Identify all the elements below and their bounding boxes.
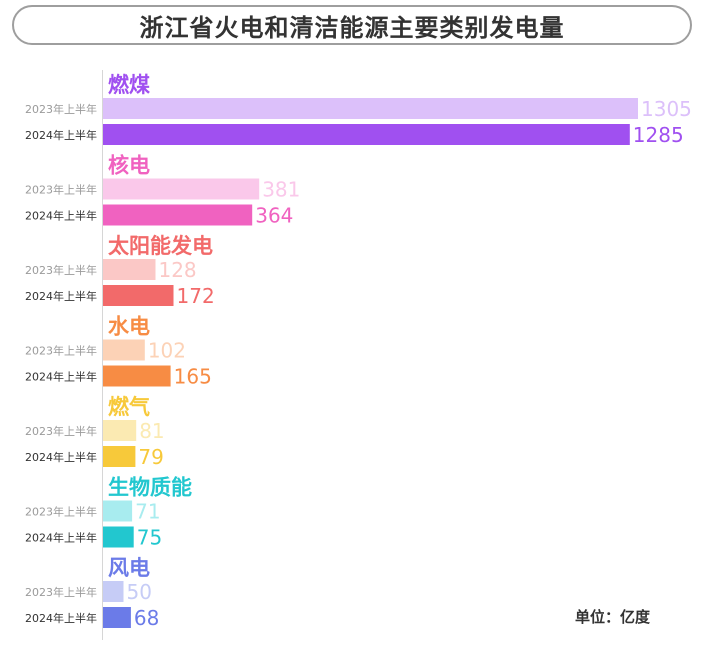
bar (103, 420, 137, 441)
bar (103, 446, 136, 467)
category-label: 燃气 (108, 395, 150, 419)
bar (103, 98, 638, 119)
bar (103, 526, 134, 548)
bar (103, 607, 131, 628)
series-label: 2024年上半年 (25, 370, 97, 384)
value-label: 50 (126, 580, 151, 604)
value-label: 1285 (633, 123, 684, 147)
bar (103, 285, 174, 306)
series-label: 2023年上半年 (25, 344, 97, 358)
chart-title: 浙江省火电和清洁能源主要类别发电量 (12, 5, 692, 45)
value-label: 71 (135, 500, 160, 524)
y-axis-line (102, 70, 103, 640)
bar (103, 178, 260, 200)
category-label: 核电 (108, 154, 150, 178)
value-label: 364 (255, 204, 293, 228)
series-label: 2023年上半年 (25, 102, 97, 116)
series-label: 2024年上半年 (25, 611, 97, 625)
series-label: 2024年上半年 (25, 289, 97, 303)
value-label: 68 (134, 606, 159, 630)
bar (103, 581, 124, 602)
category-label: 燃煤 (108, 73, 150, 97)
series-label: 2023年上半年 (25, 263, 97, 277)
bar (103, 500, 133, 522)
value-label: 81 (139, 419, 164, 443)
category-label: 风电 (108, 556, 150, 580)
unit-label: 单位：亿度 (575, 608, 651, 626)
value-label: 1305 (641, 97, 692, 121)
category-label: 生物质能 (108, 476, 192, 500)
bar (103, 365, 171, 387)
series-label: 2023年上半年 (25, 183, 97, 197)
series-label: 2024年上半年 (25, 209, 97, 223)
value-label: 128 (158, 258, 196, 282)
category-label: 水电 (108, 315, 150, 339)
series-label: 2024年上半年 (25, 128, 97, 142)
bar (103, 339, 145, 361)
value-label: 102 (148, 339, 186, 363)
value-label: 75 (137, 526, 162, 550)
series-label: 2024年上半年 (25, 531, 97, 545)
series-label: 2024年上半年 (25, 450, 97, 464)
bar (103, 259, 156, 280)
series-label: 2023年上半年 (25, 505, 97, 519)
value-label: 172 (177, 284, 215, 308)
series-label: 2023年上半年 (25, 585, 97, 599)
value-label: 381 (262, 178, 300, 202)
bar (103, 124, 630, 145)
series-label: 2023年上半年 (25, 424, 97, 438)
bar (103, 204, 253, 226)
value-label: 165 (174, 365, 212, 389)
category-label: 太阳能发电 (108, 234, 213, 258)
value-label: 79 (138, 445, 163, 469)
